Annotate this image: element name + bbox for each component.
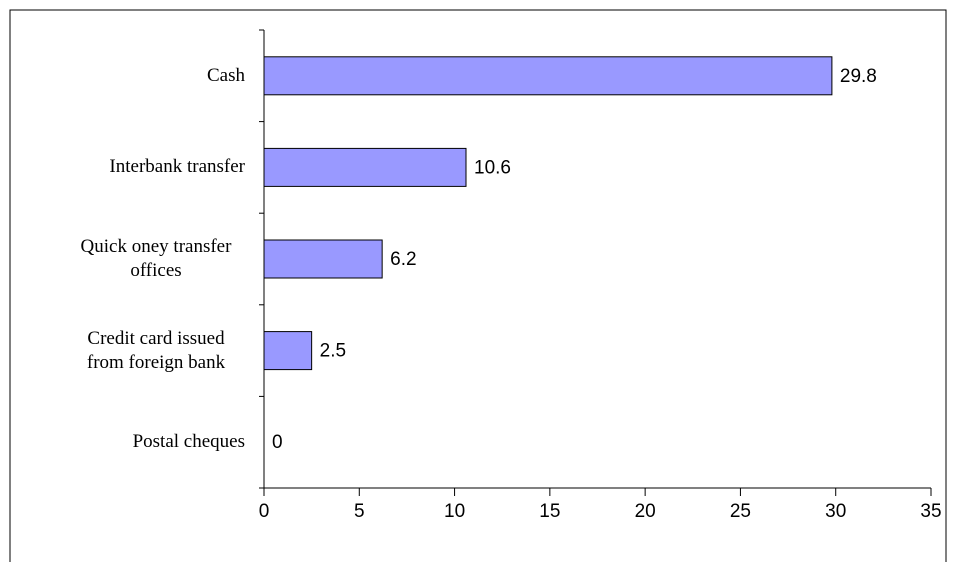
x-tick-label: 0 [259, 501, 270, 522]
bar [263, 239, 383, 279]
bar [263, 331, 313, 371]
y-tick-label: Credit card issued from foreign bank [67, 327, 245, 375]
category-text: Credit card issued from foreign bank [86, 327, 226, 373]
y-tick-label: Quick oney transfer offices [67, 235, 245, 283]
x-tick-label: 25 [730, 501, 751, 522]
bar [263, 147, 467, 187]
y-tick-label: Postal cheques [133, 430, 245, 454]
x-tick-label: 15 [539, 501, 560, 522]
x-tick-label: 30 [825, 501, 846, 522]
x-tick-label: 5 [354, 501, 365, 522]
x-tick-label: 35 [920, 501, 941, 522]
x-tick-label: 10 [444, 501, 465, 522]
value-label: 2.5 [320, 341, 346, 362]
category-text: Interbank transfer [109, 156, 245, 178]
category-text: Cash [207, 64, 245, 86]
value-label: 6.2 [390, 249, 416, 270]
y-tick-label: Interbank transfer [109, 155, 245, 179]
category-text: Postal cheques [132, 431, 245, 453]
x-tick-label: 20 [635, 501, 656, 522]
value-label: 29.8 [840, 66, 877, 87]
y-tick-label: Cash [207, 64, 245, 88]
value-label: 10.6 [474, 157, 511, 178]
bar [263, 56, 833, 96]
value-label: 0 [272, 432, 283, 453]
category-text: Quick oney transfer offices [80, 236, 232, 281]
chart-frame [9, 9, 947, 562]
